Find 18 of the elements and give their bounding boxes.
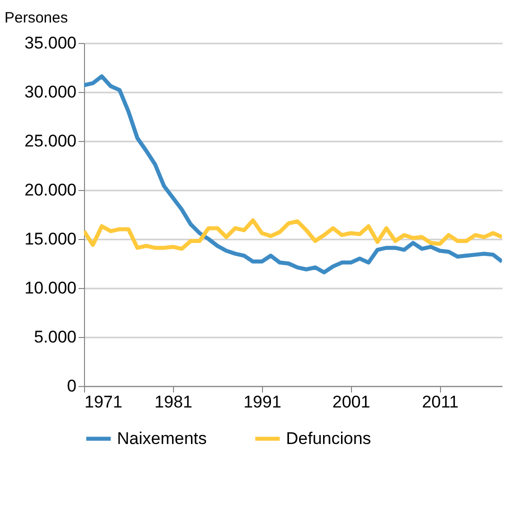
y-axis-title: Persones	[4, 10, 68, 26]
y-tick-label: 10.000	[24, 278, 76, 298]
y-tick-label: 0	[67, 376, 76, 396]
y-tick-label: 20.000	[24, 180, 76, 200]
x-tick-label: 1981	[154, 392, 192, 412]
legend-label: Naixements	[117, 428, 207, 448]
x-tick-label: 2011	[422, 392, 459, 412]
x-tick-label: 1991	[243, 392, 282, 412]
line-series	[84, 218, 502, 251]
legend-label: Defuncions	[286, 428, 372, 448]
y-tick-label: 35.000	[24, 34, 76, 52]
x-tick-label: 1971	[84, 392, 122, 412]
y-tick-label: 15.000	[24, 230, 76, 248]
line-series	[84, 74, 502, 274]
y-tick-label: 30.000	[24, 82, 76, 102]
y-tick-label: 25.000	[24, 132, 76, 150]
y-tick-label: 5.000	[34, 328, 76, 346]
x-tick-label: 2001	[332, 392, 370, 412]
